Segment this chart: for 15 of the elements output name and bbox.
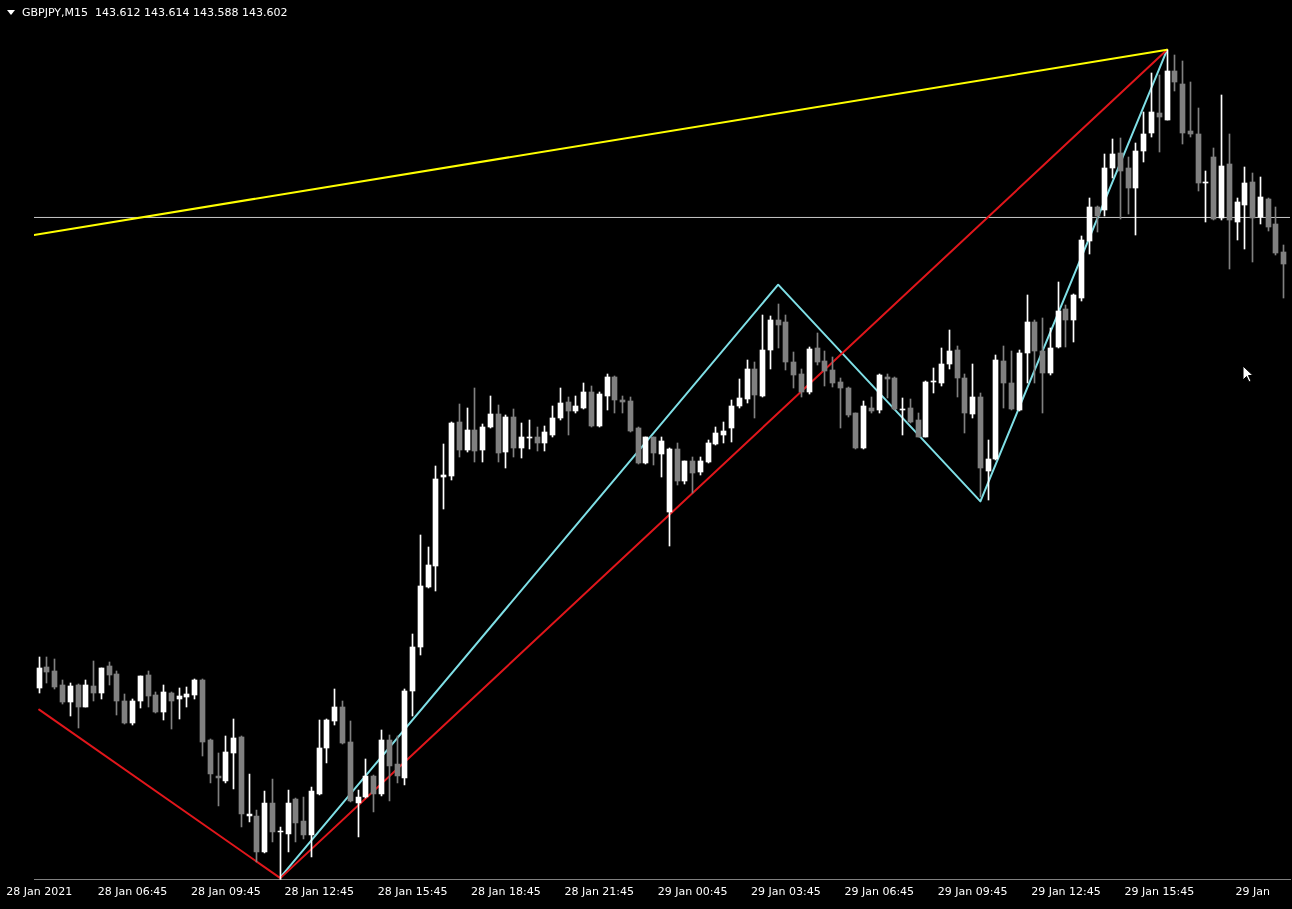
x-tick-label: 29 Jan 06:45	[844, 885, 915, 899]
x-tick-label: 29 Jan 12:45	[1031, 885, 1101, 899]
x-tick-label: 28 Jan 2021	[6, 885, 73, 899]
x-tick-label: 29 Jan 00:45	[657, 885, 728, 899]
x-tick-label: 29 Jan 09:45	[937, 885, 1008, 899]
x-tick-label: 28 Jan 12:45	[284, 885, 355, 899]
x-tick-label: 28 Jan 15:45	[377, 885, 448, 899]
x-tick-label: 28 Jan 09:45	[191, 885, 261, 899]
x-tick-label: 29 Jan	[1235, 885, 1270, 899]
x-tick-label: 28 Jan 18:45	[471, 885, 541, 899]
x-tick-label: 29 Jan 03:45	[751, 885, 821, 899]
x-tick-label: 28 Jan 06:45	[97, 885, 168, 899]
x-tick-label: 29 Jan 15:45	[1124, 885, 1195, 899]
x-tick-label: 28 Jan 21:45	[564, 885, 635, 899]
chart-title: GBPJPY,M15 143.612 143.614 143.588 143.602	[22, 6, 288, 19]
